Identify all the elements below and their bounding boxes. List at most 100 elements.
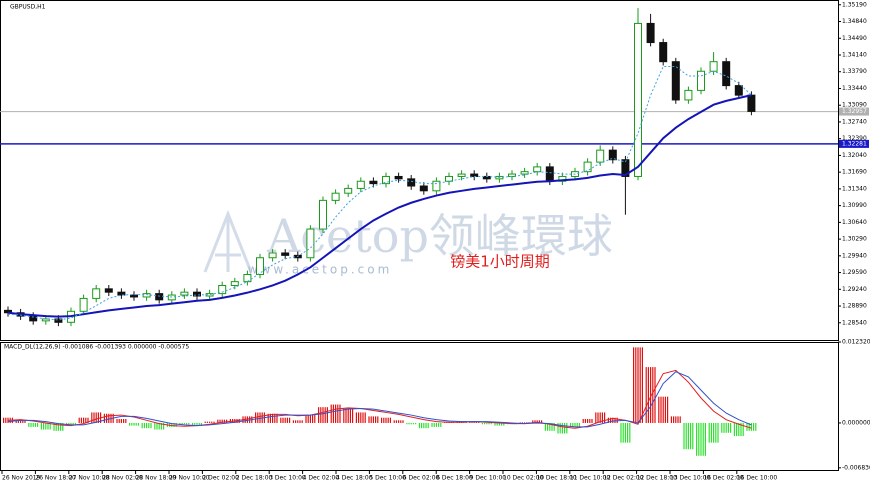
y-tick-label: 1.35190 — [842, 1, 867, 8]
y-tick-label: 1.33790 — [842, 68, 867, 75]
y-tick-label: 1.30640 — [842, 219, 867, 226]
candle-body — [306, 228, 315, 259]
candle-body — [92, 288, 101, 299]
x-tick-label: 12 Dec 18:00 — [637, 475, 678, 482]
candle-body — [180, 291, 189, 296]
x-tick-label: 13 Dec 10:00 — [670, 475, 711, 482]
candle-body — [256, 257, 264, 275]
candle-body — [608, 149, 617, 161]
watermark-logo — [203, 209, 253, 273]
candle-body — [445, 175, 453, 182]
x-tick-label: 26 Nov 18:00 — [35, 475, 76, 482]
macd-title: MACD_DL(12,26,9) -0.001086 -0.001393 0.0… — [4, 344, 189, 351]
x-tick-label: 5 Dec 10:00 — [369, 475, 406, 482]
candle-body — [243, 273, 252, 283]
candle-body — [583, 161, 592, 173]
macd-line — [7, 371, 752, 428]
x-tick-label: 16 Dec 02:00 — [703, 475, 744, 482]
candle-body — [747, 94, 756, 112]
y-tick-label: 1.32740 — [842, 118, 867, 125]
candle-body — [142, 293, 151, 298]
x-tick-label: 2 Dec 18:00 — [236, 475, 273, 482]
x-tick-label: 6 Dec 02:00 — [403, 475, 440, 482]
x-tick-label: 26 Nov 2019 — [2, 475, 41, 482]
chart-title: GBPUSD,H1 — [10, 4, 46, 11]
candle-body — [533, 166, 542, 173]
candle-body — [646, 22, 655, 44]
main-frame — [0, 0, 839, 341]
candle-body — [4, 309, 12, 314]
candle-body — [407, 178, 416, 187]
candle-body — [671, 61, 680, 101]
candle-body — [104, 288, 113, 293]
watermark: Acetop领峰環球 — [266, 209, 613, 263]
x-tick-label: 4 Dec 02:00 — [303, 475, 340, 482]
y-tick-label: 1.29590 — [842, 269, 867, 276]
y-tick-label: 1.28540 — [842, 319, 867, 326]
candle-body — [419, 185, 428, 192]
candle-body — [709, 61, 718, 72]
candle-body — [734, 85, 743, 96]
candle-body — [331, 192, 340, 201]
x-tick-label: 28 Nov 18:00 — [136, 475, 177, 482]
y-tick-label: 1.32390 — [842, 135, 867, 142]
y-tick-label: 1.33440 — [842, 85, 867, 92]
price-label-box — [839, 107, 869, 116]
x-tick-label: 11 Dec 10:00 — [570, 475, 611, 482]
candle-body — [722, 61, 731, 87]
watermark-url: www.acetop.com — [248, 263, 393, 277]
x-tick-label: 27 Nov 10:00 — [69, 475, 110, 482]
candle-body — [621, 159, 630, 177]
y-tick-label: 1.28890 — [842, 303, 867, 310]
candle-body — [281, 252, 290, 256]
x-tick-label: 29 Nov 10:00 — [169, 475, 210, 482]
candle-body — [659, 42, 668, 63]
candle-body — [684, 89, 693, 101]
price-label-box — [839, 139, 869, 148]
candle-body — [432, 180, 441, 192]
macd-frame — [0, 342, 839, 471]
x-tick-label: 10 Dec 02:00 — [503, 475, 544, 482]
y-tick-label: 1.33090 — [842, 102, 867, 109]
candle-body — [697, 70, 705, 91]
candle-body — [79, 297, 88, 312]
moving-average — [7, 94, 752, 318]
y-tick-label: 0.012320 — [842, 339, 870, 346]
candle-body — [130, 294, 138, 298]
candle-body — [319, 199, 327, 230]
price-label: 1.32281 — [842, 140, 867, 147]
candle-body — [545, 166, 554, 182]
y-tick-label: 1.31340 — [842, 185, 867, 192]
y-tick-label: 1.29240 — [842, 286, 867, 293]
x-tick-label: 3 Dec 10:00 — [269, 475, 306, 482]
candle-body — [155, 293, 164, 301]
y-tick-label: 1.34490 — [842, 35, 867, 42]
candle-body — [193, 291, 201, 297]
price-label: 1.32957 — [842, 108, 867, 115]
candle-body — [596, 149, 605, 163]
y-tick-label: 0.000000 — [842, 419, 870, 426]
moving-average — [7, 65, 752, 321]
annotation: 镑美1小时周期 — [450, 253, 550, 271]
x-tick-label: 2 Dec 02:00 — [202, 475, 239, 482]
candle-body — [520, 171, 529, 175]
candle-body — [230, 281, 239, 286]
candle-body — [41, 318, 50, 322]
candle-body — [54, 318, 63, 323]
x-tick-label: 6 Dec 18:00 — [436, 475, 473, 482]
candle-body — [117, 291, 126, 296]
candle-body — [394, 175, 403, 180]
x-tick-label: 28 Nov 02:00 — [102, 475, 143, 482]
candle-body — [634, 22, 642, 177]
y-tick-label: 1.29940 — [842, 252, 867, 259]
candle-body — [356, 180, 365, 189]
candle-body — [457, 173, 466, 177]
x-tick-label: 10 Dec 18:00 — [536, 475, 577, 482]
y-tick-label: 1.31690 — [842, 169, 867, 176]
y-tick-label: 1.32040 — [842, 152, 867, 159]
candle-body — [344, 187, 353, 194]
x-tick-label: 12 Dec 02:00 — [603, 475, 644, 482]
candle-body — [218, 284, 227, 295]
y-tick-label: 1.30990 — [842, 202, 867, 209]
